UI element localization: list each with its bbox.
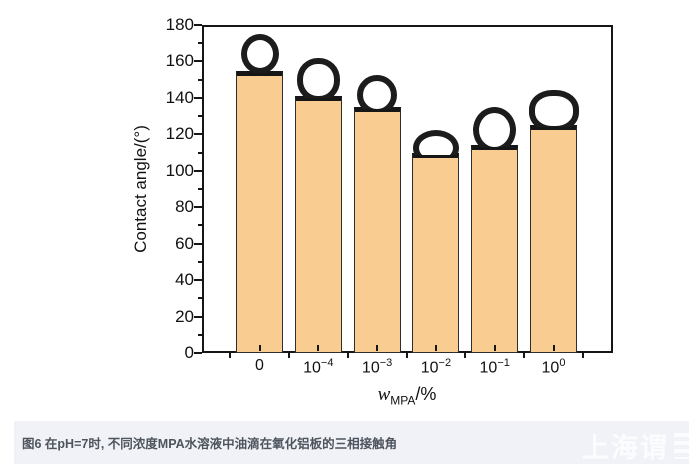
- x-center-tick: [317, 345, 320, 351]
- x-center-tick: [493, 345, 496, 351]
- x-center-tick: [434, 345, 437, 351]
- oil-droplet-photo: [528, 90, 579, 128]
- bar: [294, 96, 342, 353]
- y-major-tick: [194, 169, 202, 172]
- x-boundary-tick: [405, 353, 408, 358]
- x-boundary-tick: [229, 353, 232, 358]
- y-tick-label: 0: [184, 343, 194, 362]
- y-tick-label: 160: [165, 51, 194, 71]
- y-major-tick: [194, 279, 202, 282]
- x-boundary-tick: [523, 353, 526, 358]
- y-minor-tick: [198, 115, 202, 118]
- caption-bar: 图6 在pH=7时, 不同浓度MPA水溶液中油滴在氧化铝板的三相接触角 上海谓: [14, 421, 689, 464]
- y-minor-tick: [198, 260, 202, 263]
- watermark: 上海谓: [582, 426, 689, 464]
- x-tick-label: 10−4: [303, 357, 334, 377]
- oil-droplet-photo: [296, 58, 340, 99]
- bar: [236, 70, 283, 353]
- oil-droplet-shape: [473, 107, 517, 148]
- oil-droplet-shape: [357, 75, 398, 109]
- y-tick-label: 20: [175, 306, 194, 326]
- y-major-tick: [194, 352, 202, 354]
- watermark-partial-glyph: [674, 432, 689, 459]
- x-tick-label: 0: [255, 357, 264, 374]
- y-major-tick: [194, 315, 202, 318]
- oil-droplet-photo: [357, 75, 398, 109]
- x-tick-label: 10−3: [361, 357, 393, 377]
- y-minor-tick: [198, 297, 202, 300]
- x-center-tick: [552, 345, 555, 351]
- bar: [353, 107, 401, 353]
- y-major-tick: [194, 96, 202, 99]
- x-axis-title: wMPA/%: [378, 384, 437, 408]
- oil-droplet-photo: [240, 33, 279, 73]
- x-axis-subscript: MPA: [390, 393, 416, 408]
- y-minor-tick: [198, 188, 202, 190]
- bar: [412, 152, 460, 353]
- y-minor-tick: [198, 224, 202, 227]
- x-boundary-tick: [346, 353, 349, 358]
- y-major-tick: [194, 133, 202, 136]
- y-minor-tick: [198, 78, 202, 81]
- x-tick-label: 10−2: [420, 357, 452, 377]
- x-axis-suffix: /%: [415, 384, 437, 404]
- watermark-text: 上海谓: [582, 433, 669, 463]
- x-center-tick: [376, 345, 379, 351]
- y-tick-label: 80: [175, 197, 194, 217]
- oil-droplet-photo: [473, 107, 517, 148]
- bar: [471, 145, 519, 353]
- y-major-tick: [194, 242, 202, 245]
- x-tick-label: 10−1: [479, 357, 510, 377]
- oil-droplet-shape: [528, 90, 579, 128]
- oil-droplet-shape: [296, 58, 340, 99]
- figure-caption: 图6 在pH=7时, 不同浓度MPA水溶液中油滴在氧化铝板的三相接触角: [22, 437, 398, 451]
- x-boundary-tick: [287, 353, 290, 358]
- bar: [530, 125, 577, 353]
- y-minor-tick: [198, 333, 202, 336]
- x-axis-variable: w: [377, 384, 391, 405]
- y-tick-label: 100: [165, 160, 194, 180]
- oil-droplet-photo: [412, 129, 459, 155]
- oil-droplet-shape: [412, 129, 459, 155]
- y-tick-label: 180: [165, 15, 194, 34]
- y-major-tick: [194, 24, 202, 26]
- y-tick-label: 140: [165, 87, 194, 107]
- y-minor-tick: [198, 42, 202, 45]
- y-tick-label: 40: [175, 270, 194, 290]
- x-tick-label: 100: [541, 357, 566, 377]
- x-boundary-tick: [581, 353, 584, 358]
- y-tick-label: 60: [175, 233, 194, 253]
- y-minor-tick: [198, 151, 202, 154]
- oil-droplet-shape: [240, 33, 279, 73]
- x-center-tick: [258, 345, 261, 351]
- y-tick-label: 120: [165, 124, 194, 144]
- x-boundary-tick: [464, 353, 467, 358]
- y-major-tick: [194, 60, 202, 63]
- y-axis-title: Contact angle/(°): [131, 125, 150, 253]
- y-major-tick: [194, 206, 202, 209]
